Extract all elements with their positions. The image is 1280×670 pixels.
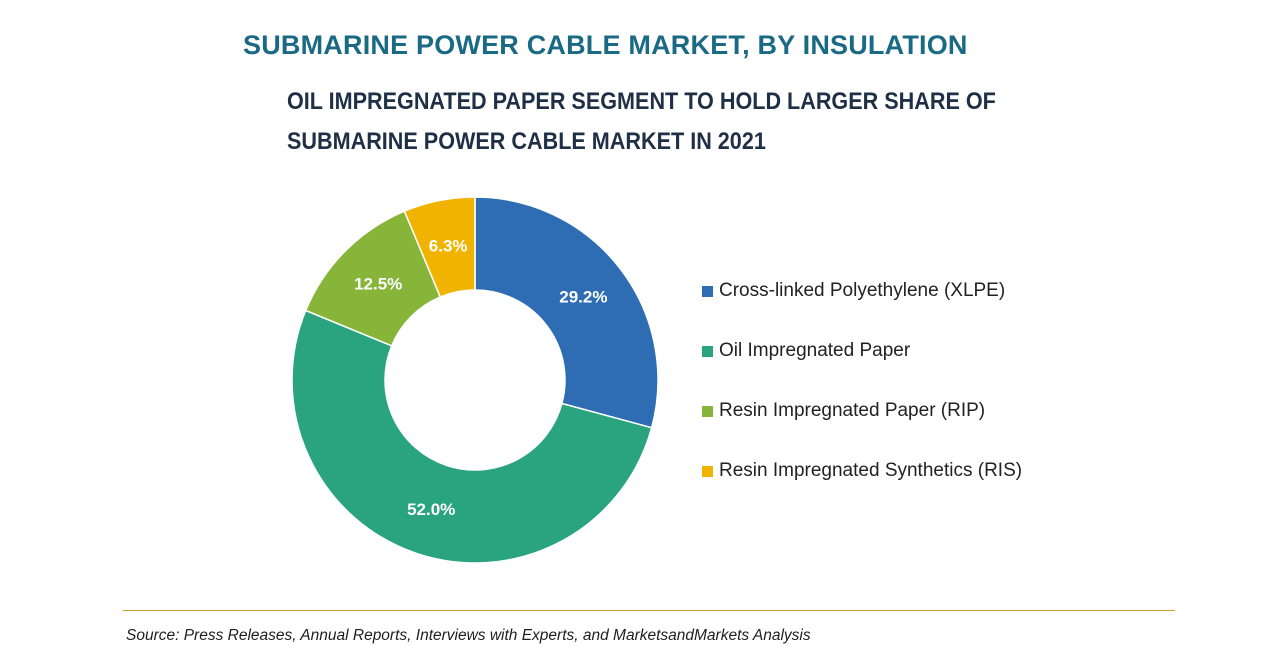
slice-value-label: 12.5% [354, 274, 402, 293]
slice-value-label: 29.2% [559, 288, 607, 307]
legend-label: Cross-linked Polyethylene (XLPE) [719, 280, 1006, 301]
chart-legend: Cross-linked Polyethylene (XLPE) Oil Impr… [702, 276, 1022, 516]
donut-slice-2 [291, 309, 653, 564]
donut-slice-1 [474, 196, 659, 429]
legend-item: Resin Impregnated Synthetics (RIS) [702, 456, 1022, 486]
donut-slice-4 [403, 196, 476, 298]
footer-divider [123, 610, 1175, 611]
legend-swatch [702, 285, 713, 297]
legend-label: Resin Impregnated Paper (RIP) [719, 400, 986, 421]
legend-swatch [702, 345, 713, 357]
legend-swatch [702, 465, 713, 477]
legend-swatch [702, 405, 713, 417]
source-note: Source: Press Releases, Annual Reports, … [126, 627, 811, 644]
legend-label: Oil Impregnated Paper [719, 340, 911, 361]
legend-label: Resin Impregnated Synthetics (RIS) [719, 460, 1023, 481]
chart-title: SUBMARINE POWER CABLE MARKET, BY INSULAT… [243, 30, 968, 60]
chart-subtitle: OIL IMPREGNATED PAPER SEGMENT TO HOLD LA… [287, 88, 996, 155]
legend-item: Cross-linked Polyethylene (XLPE) [702, 276, 1022, 306]
legend-item: Resin Impregnated Paper (RIP) [702, 396, 1022, 426]
legend-item: Oil Impregnated Paper [702, 336, 1022, 366]
slice-value-label: 52.0% [407, 500, 455, 519]
slice-value-label: 6.3% [429, 237, 468, 256]
